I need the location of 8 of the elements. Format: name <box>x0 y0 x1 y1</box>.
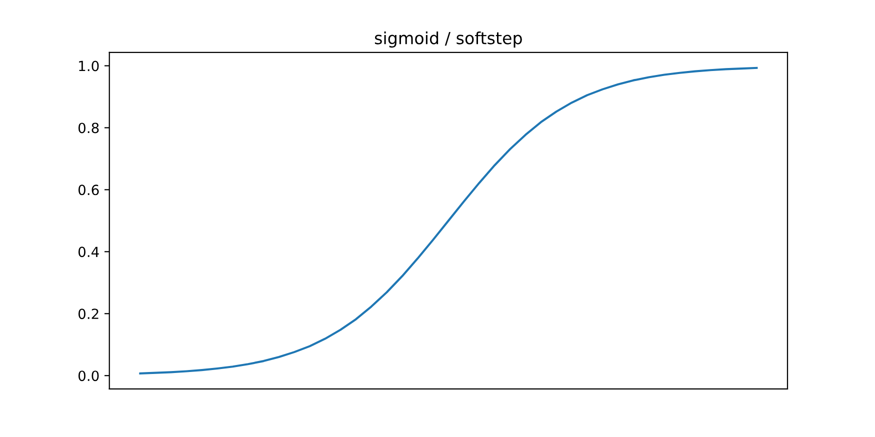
y-tick-label: 0.8 <box>78 122 99 134</box>
y-tick-label: 0.2 <box>78 308 98 320</box>
line-series <box>139 66 758 374</box>
y-tick-label: 0.0 <box>78 370 99 382</box>
y-tick-label: 0.6 <box>78 184 99 196</box>
chart-title: sigmoid / softstep <box>374 31 522 48</box>
y-tick-label: 0.4 <box>78 246 99 258</box>
y-tick-label: 1.0 <box>79 60 99 72</box>
